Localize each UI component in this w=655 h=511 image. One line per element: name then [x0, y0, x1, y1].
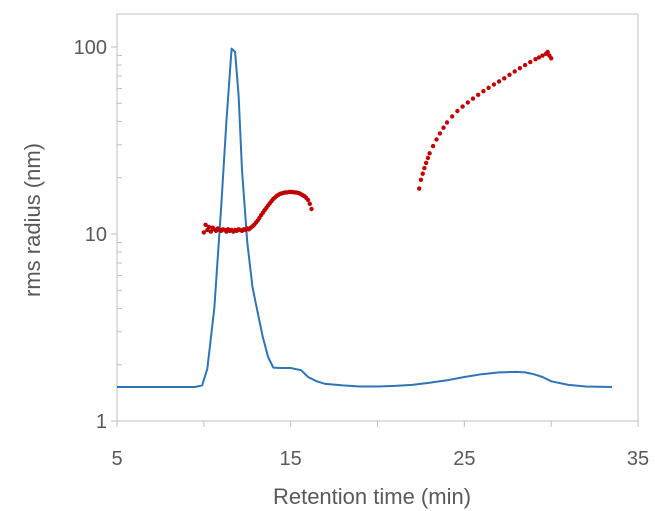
rms-radius-point: [540, 53, 545, 58]
x-tick-label: 15: [280, 448, 302, 470]
rms-radius-point: [496, 79, 502, 84]
rms-radius-point: [522, 62, 528, 68]
x-tick-label: 5: [111, 448, 122, 470]
rms-radius-point: [528, 59, 533, 65]
y-tick-label: 100: [74, 37, 107, 59]
signal-trace-line: [117, 47, 613, 388]
rms-radius-point: [533, 57, 538, 62]
rms-radius-point: [486, 85, 491, 91]
rms-radius-point: [305, 197, 311, 203]
y-tick-label: 1: [96, 411, 107, 433]
rms-radius-point: [450, 114, 455, 119]
rms-radius-point: [420, 171, 425, 176]
x-tick-label: 35: [627, 448, 649, 470]
y-axis-title: rms radius (nm): [20, 143, 45, 297]
rms-radius-point: [444, 120, 450, 125]
rms-radius-point: [507, 72, 512, 78]
rms-radius-point: [427, 151, 432, 156]
y-tick-label: 10: [85, 224, 107, 246]
rms-radius-point: [481, 89, 486, 94]
rms-radius-point: [549, 56, 554, 61]
rms-radius-point: [434, 137, 439, 142]
series-layer: [117, 47, 613, 388]
rms-radius-point: [437, 131, 443, 136]
rms-radius-point: [460, 104, 465, 109]
rms-radius-point: [441, 125, 446, 130]
rms-radius-point: [517, 66, 523, 71]
rms-radius-point: [491, 82, 497, 87]
rms-radius-point: [470, 96, 476, 101]
rms-radius-point: [418, 177, 424, 182]
x-tick-label: 25: [453, 448, 475, 470]
rms-radius-point: [476, 92, 481, 98]
tick-layer: 1 10 100 5 15 25 35: [74, 37, 650, 470]
rms-radius-point: [417, 186, 422, 191]
rms-radius-point: [512, 69, 517, 74]
rms-radius-point: [502, 76, 507, 81]
x-axis-title: Retention time (min): [273, 484, 471, 509]
rms-radius-point: [455, 108, 460, 114]
rms-radius-point: [203, 222, 208, 227]
rms-radius-point: [422, 165, 427, 171]
plot-frame-layer: [116, 13, 639, 422]
rms-radius-point: [545, 49, 550, 55]
rms-radius-point: [430, 143, 436, 149]
rms-radius-point: [423, 160, 429, 166]
plot-area-border: [116, 13, 639, 422]
rms-radius-point: [307, 201, 312, 206]
rms-radius-point: [465, 100, 470, 105]
rms-radius-point: [208, 229, 213, 234]
rms-radius-point: [536, 55, 542, 60]
rms-radius-point: [201, 230, 206, 235]
rms-radius-point: [425, 155, 431, 161]
rms-radius-point: [309, 206, 314, 212]
rms-radius-point: [206, 224, 212, 230]
